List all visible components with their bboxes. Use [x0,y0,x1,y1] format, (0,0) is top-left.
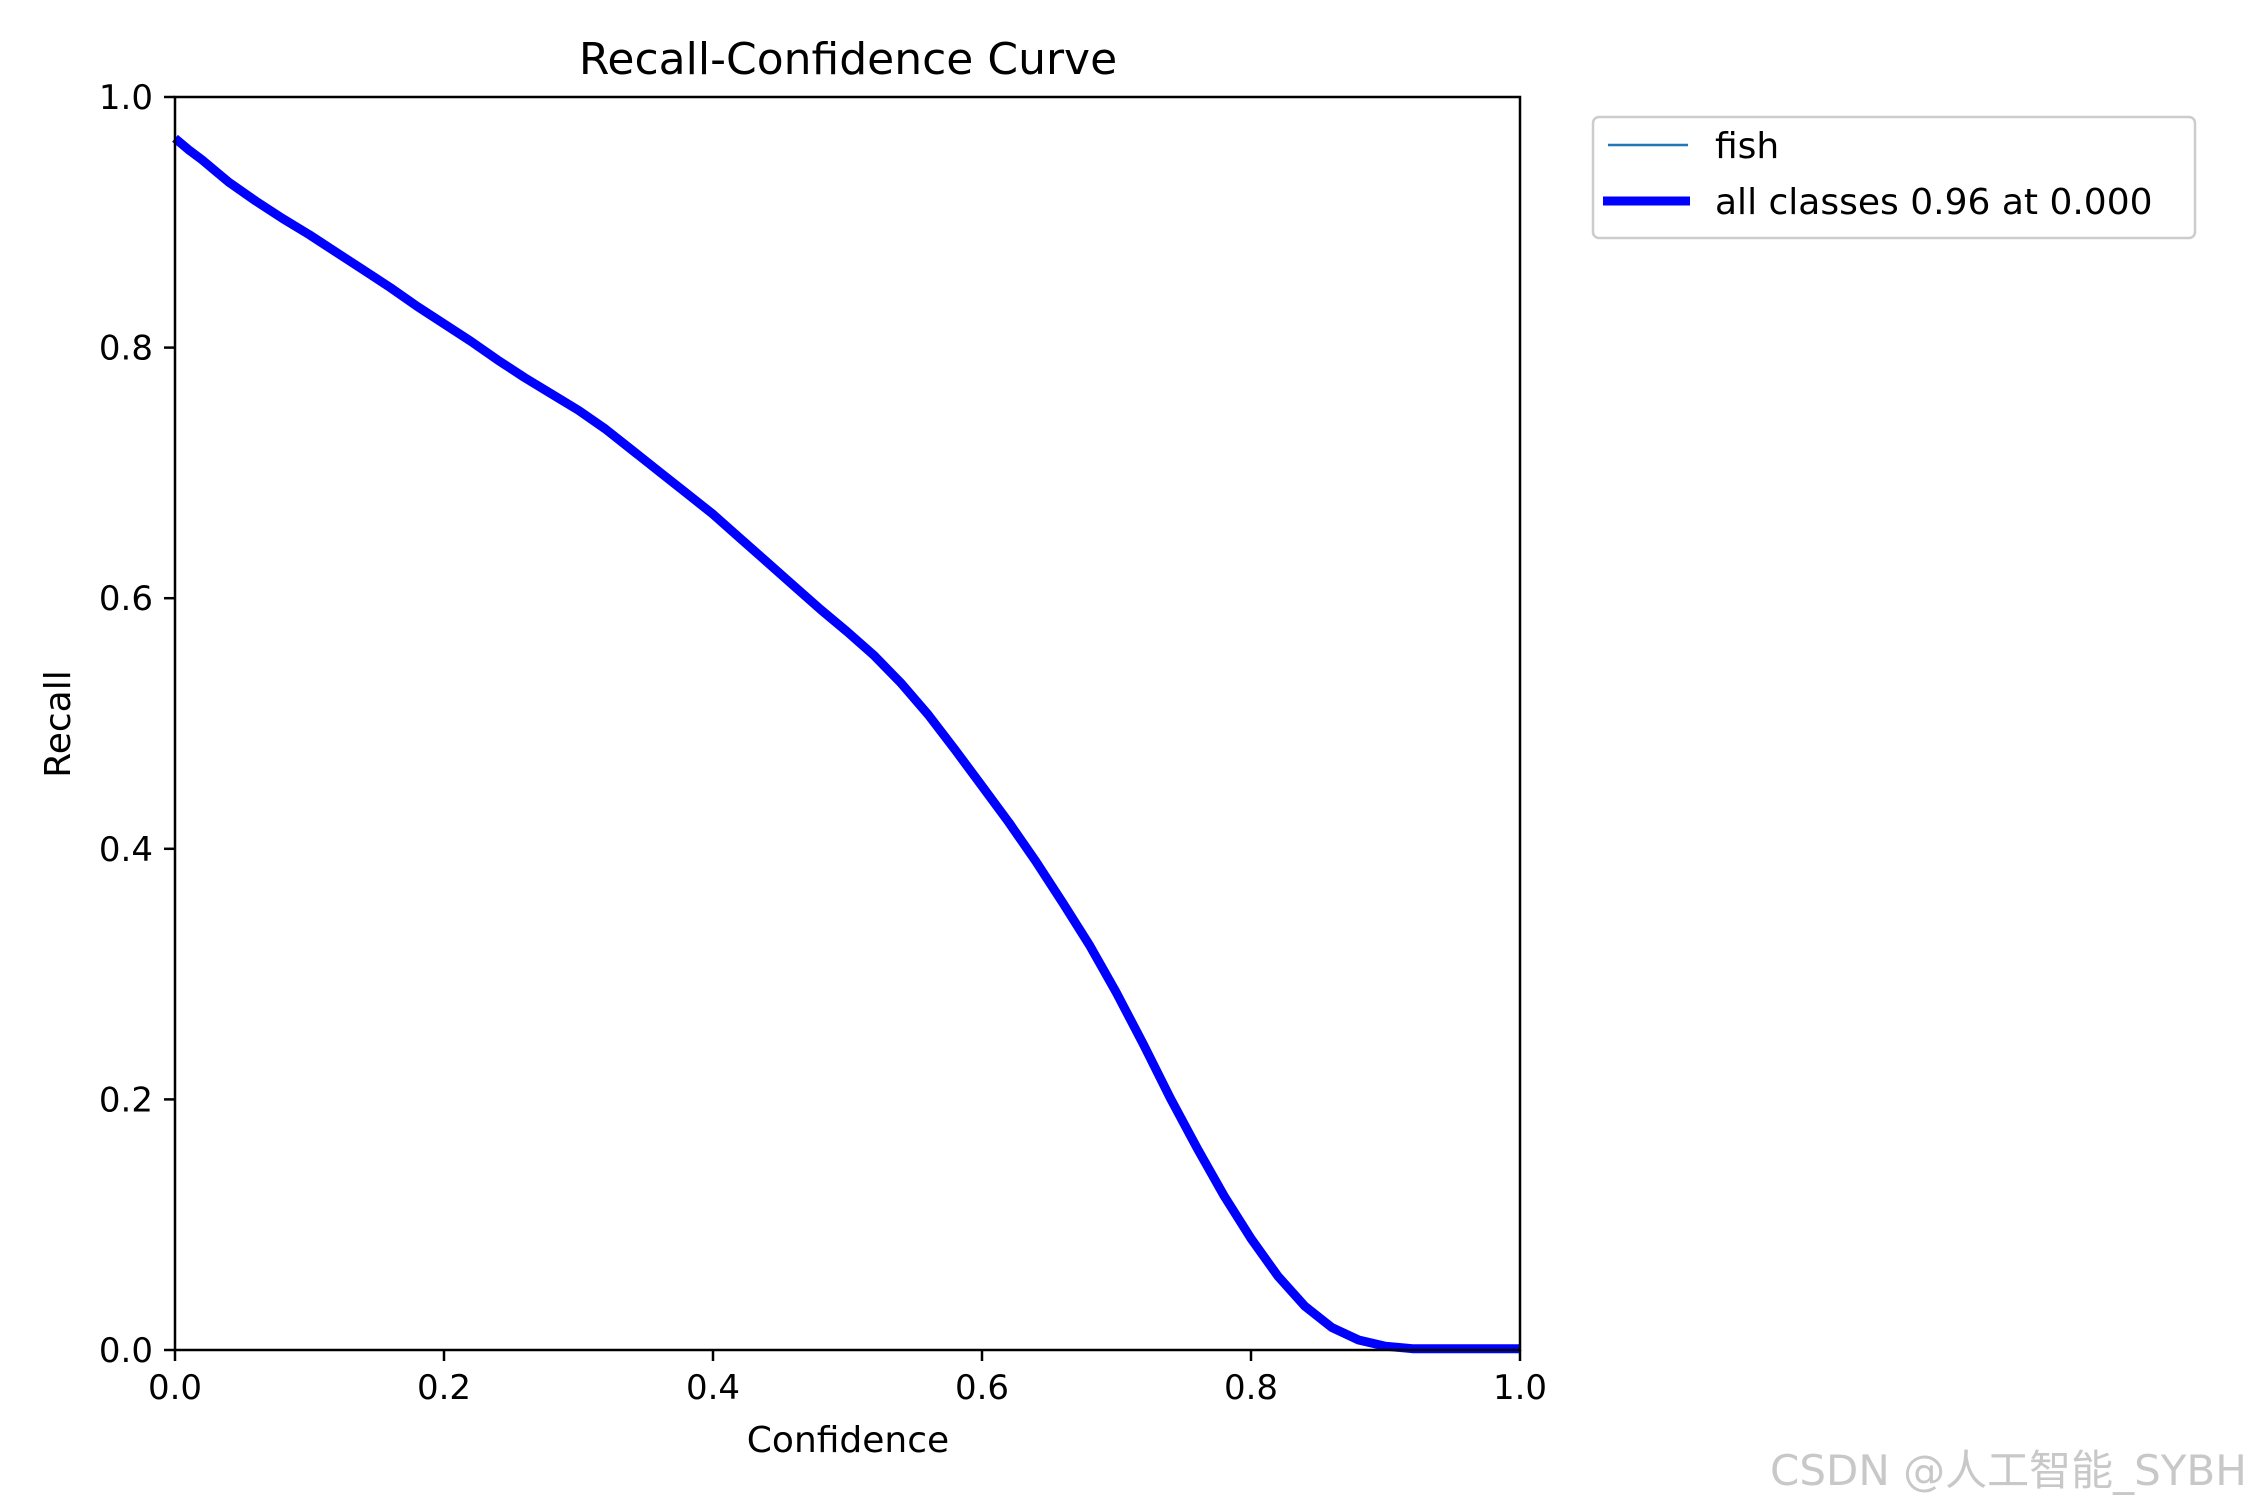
legend-box [1591,115,2197,240]
y-tick-label-0: 0.0 [99,1331,153,1371]
legend-label-fish: fish [1715,126,1779,167]
y-tick-label-2: 0.4 [99,830,153,870]
x-tick-label-3: 0.6 [955,1368,1009,1408]
y-tick-label-3: 0.6 [99,579,153,619]
x-tick-label-2: 0.4 [686,1368,740,1408]
x-axis-label: Confidence [747,1420,949,1461]
y-tick-label-5: 1.0 [99,78,153,118]
chart-title: Recall-Confidence Curve [579,34,1117,85]
series-line-1 [172,134,1520,1354]
y-axis-label: Recall [38,670,79,777]
x-tick-label-4: 0.8 [1224,1368,1278,1408]
watermark: CSDN @人工智能_SYBH [1770,1446,2247,1495]
x-tick-label-1: 0.2 [417,1368,471,1408]
series-layer [172,134,1520,1354]
y-tick-label-1: 0.2 [99,1080,153,1120]
y-axis-ticks: 0.0 0.2 0.4 0.6 0.8 1.0 [99,78,175,1371]
plot-frame [173,95,1522,1352]
legend: fish all classes 0.96 at 0.000 [1591,115,2197,240]
x-tick-label-0: 0.0 [148,1368,202,1408]
y-tick-label-4: 0.8 [99,329,153,369]
x-axis-ticks: 0.0 0.2 0.4 0.6 0.8 1.0 [148,1350,1547,1408]
legend-label-all-classes: all classes 0.96 at 0.000 [1715,182,2153,223]
x-tick-label-5: 1.0 [1493,1368,1547,1408]
